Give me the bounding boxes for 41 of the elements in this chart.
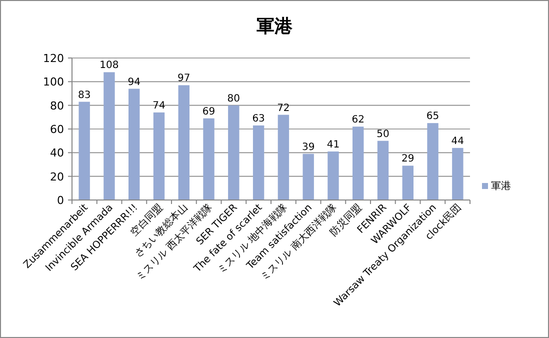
data-label: 50	[376, 128, 390, 140]
bar	[153, 112, 165, 200]
bar	[104, 72, 115, 200]
data-label: 39	[302, 142, 315, 153]
bar	[352, 126, 364, 200]
data-label: 44	[451, 136, 464, 147]
bar	[302, 154, 314, 200]
data-label: 62	[352, 114, 364, 126]
data-label: 72	[277, 102, 290, 114]
data-label: 108	[100, 60, 119, 72]
data-label: 65	[426, 111, 440, 122]
chart-title: 軍港	[256, 16, 294, 37]
y-tick-label: 40	[50, 146, 64, 160]
bar	[278, 114, 290, 200]
bar	[78, 102, 90, 200]
y-tick-label: 0	[57, 194, 64, 207]
y-tick-label: 100	[43, 76, 64, 89]
legend-label: 軍港	[491, 180, 511, 192]
y-tick-label: 20	[50, 170, 64, 184]
data-label: 94	[128, 76, 140, 88]
bar	[252, 125, 264, 200]
data-label: 80	[227, 93, 240, 104]
data-label: 83	[78, 90, 91, 101]
y-tick-label: 120	[43, 52, 64, 65]
bar	[452, 148, 464, 200]
data-label: 74	[152, 100, 166, 112]
bar	[178, 85, 190, 200]
bar	[328, 151, 339, 200]
data-label: 41	[326, 139, 340, 150]
bar	[228, 105, 240, 200]
data-label: 29	[402, 154, 414, 165]
bar	[377, 140, 389, 200]
data-label: 63	[252, 113, 265, 124]
bar	[203, 118, 214, 200]
y-tick-label: 60	[50, 123, 64, 136]
bar	[402, 166, 414, 200]
data-label: 97	[178, 73, 190, 84]
data-label: 69	[202, 106, 216, 118]
y-tick-label: 80	[50, 99, 64, 112]
bar	[427, 123, 438, 200]
bar	[128, 88, 140, 200]
